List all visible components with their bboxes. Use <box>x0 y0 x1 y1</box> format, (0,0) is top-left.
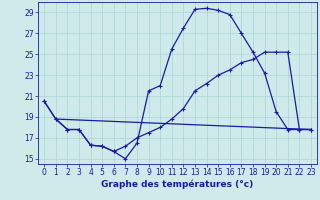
X-axis label: Graphe des températures (°c): Graphe des températures (°c) <box>101 180 254 189</box>
